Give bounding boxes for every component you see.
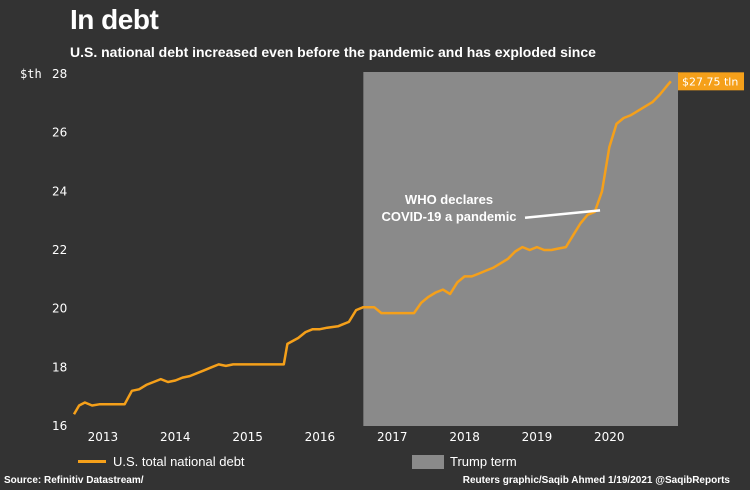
x-tick-label: 2018 [449, 430, 480, 444]
legend-line-swatch [78, 460, 106, 463]
annotation-pointer-line [524, 209, 601, 219]
x-tick-label: 2013 [88, 430, 119, 444]
x-tick-label: 2020 [594, 430, 625, 444]
debt-series-line [72, 80, 672, 415]
annotation-text-line1: WHO declares [405, 192, 493, 207]
y-tick-label: 24 [52, 184, 67, 198]
y-tick-label: 16 [52, 419, 67, 433]
end-value-badge [678, 72, 744, 91]
y-axis-ticks: 16 18 20 22 24 26 28 [52, 67, 67, 433]
x-tick-label: 2019 [522, 430, 553, 444]
legend-series-label: U.S. total national debt [113, 454, 245, 469]
legend-region: Trump term [412, 454, 517, 469]
chart-title: In debt [70, 4, 159, 35]
y-tick-label: 28 [52, 67, 67, 81]
legend-series: U.S. total national debt [78, 454, 245, 469]
credit-note: Reuters graphic/Saqib Ahmed 1/19/2021 @S… [462, 475, 730, 486]
x-tick-label: 2016 [305, 430, 336, 444]
annotation-text-line2: COVID-19 a pandemic [381, 209, 516, 224]
y-axis-unit-label: $th [20, 67, 42, 81]
x-tick-label: 2014 [160, 430, 191, 444]
legend-region-label: Trump term [450, 454, 517, 469]
end-value-label: $27.75 tln [682, 75, 738, 88]
source-note: Source: Refinitiv Datastream/ [4, 475, 144, 486]
x-tick-label: 2017 [377, 430, 408, 444]
x-tick-label: 2015 [232, 430, 263, 444]
x-axis-ticks: 2013 2014 2015 2016 2017 2018 2019 2020 [88, 430, 625, 444]
y-tick-label: 18 [52, 360, 67, 374]
y-tick-label: 20 [52, 302, 67, 316]
y-tick-label: 22 [52, 243, 67, 257]
y-tick-label: 26 [52, 126, 67, 140]
chart-subtitle: U.S. national debt increased even before… [70, 44, 596, 60]
legend-region-swatch [412, 454, 444, 469]
